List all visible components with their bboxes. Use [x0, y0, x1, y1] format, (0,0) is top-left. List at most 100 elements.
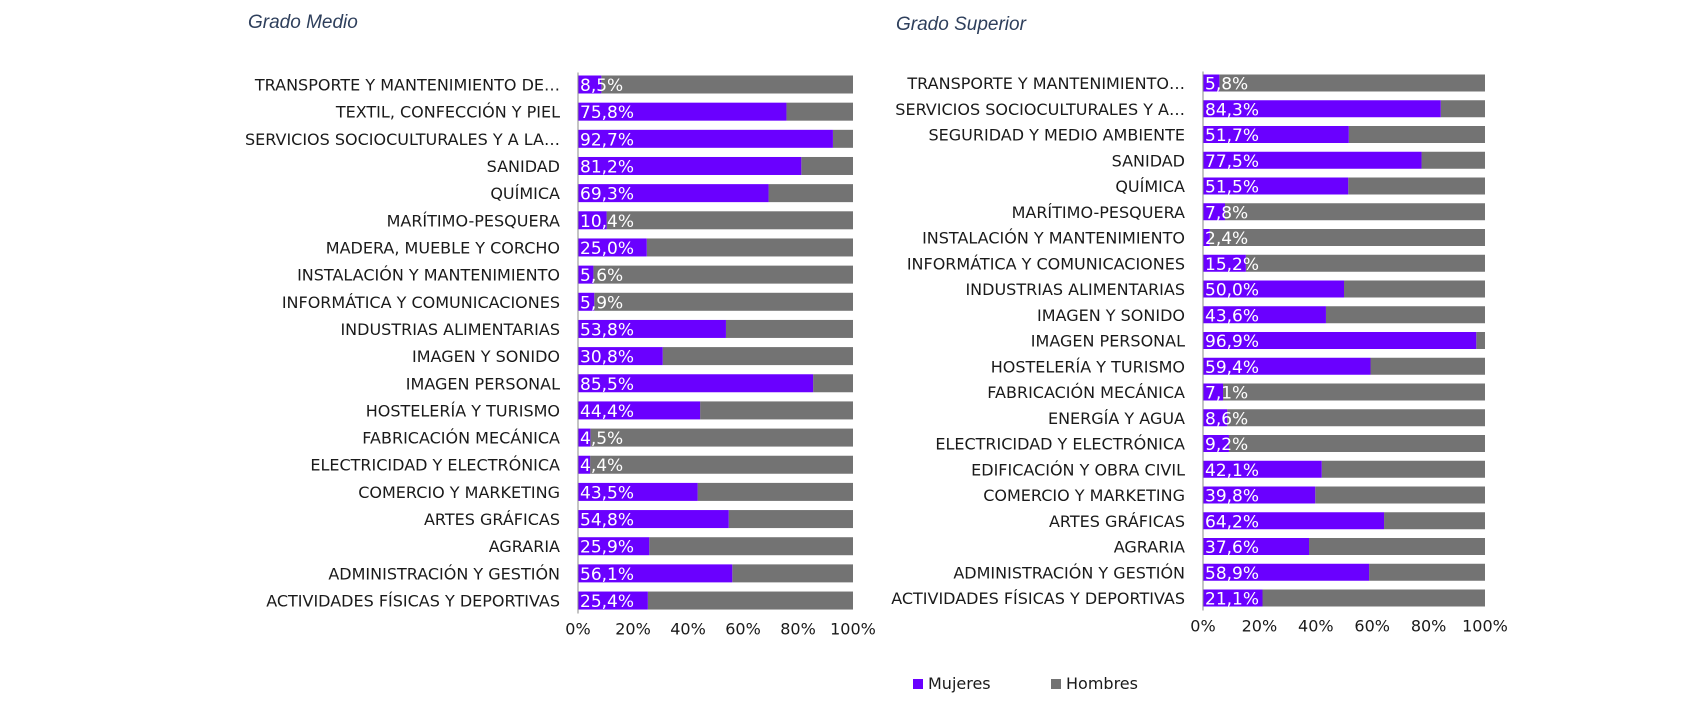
bar-mujeres-medio: [578, 184, 769, 203]
category-label: SERVICIOS SOCIOCULTURALES Y A…: [895, 100, 1185, 119]
bar-mujeres-medio: [578, 564, 733, 583]
bar-mujeres-superior: [1203, 126, 1349, 143]
x-tick-label: 20%: [615, 620, 651, 639]
category-label: IMAGEN Y SONIDO: [412, 347, 560, 366]
bar-mujeres-medio: [578, 319, 726, 338]
bar-mujeres-medio: [578, 428, 591, 447]
data-label-mujeres: 92,7%: [580, 130, 634, 150]
data-label-mujeres: 69,3%: [580, 185, 634, 205]
bar-mujeres-superior: [1203, 357, 1371, 375]
data-label-mujeres: 59,4%: [1205, 358, 1259, 378]
bar-hombres-medio: [590, 428, 853, 447]
bar-hombres-medio: [801, 156, 853, 175]
bar-mujeres-superior: [1203, 589, 1263, 607]
bar-hombres-superior: [1321, 460, 1485, 478]
bar-mujeres-medio: [578, 156, 802, 175]
chart-title-medio: Grado Medio: [248, 12, 358, 33]
data-label-mujeres: 51,5%: [1205, 178, 1259, 198]
bar-hombres-medio: [813, 374, 853, 393]
bar-hombres-superior: [1440, 100, 1485, 118]
category-label: HOSTELERÍA Y TURISMO: [991, 357, 1185, 376]
bar-mujeres-superior: [1203, 383, 1224, 401]
bar-hombres-superior: [1227, 409, 1485, 427]
bar-hombres-medio: [647, 591, 853, 610]
bar-hombres-superior: [1209, 229, 1485, 246]
category-label: ADMINISTRACIÓN Y GESTIÓN: [953, 563, 1185, 582]
category-label: ACTIVIDADES FÍSICAS Y DEPORTIVAS: [891, 589, 1185, 608]
bar-mujeres-superior: [1203, 512, 1385, 530]
bar-mujeres-superior: [1203, 563, 1370, 581]
category-label: COMERCIO Y MARKETING: [358, 483, 560, 502]
bar-hombres-superior: [1348, 126, 1485, 143]
bar-mujeres-superior: [1203, 332, 1477, 349]
bar-hombres-medio: [606, 211, 853, 230]
bar-mujeres-medio: [578, 510, 729, 529]
bar-hombres-superior: [1369, 563, 1485, 581]
data-label-mujeres: 54,8%: [580, 511, 634, 531]
bar-mujeres-superior: [1203, 203, 1225, 221]
x-tick-label: 40%: [1298, 617, 1334, 636]
x-tick-label: 100%: [1462, 617, 1508, 636]
data-label-mujeres: 39,8%: [1205, 487, 1259, 507]
x-tick-label: 0%: [565, 620, 590, 639]
legend-label-mujeres: Mujeres: [928, 674, 991, 693]
bar-hombres-medio: [601, 75, 853, 94]
bar-hombres-medio: [593, 265, 853, 284]
bar-mujeres-medio: [578, 374, 814, 393]
data-label-mujeres: 9,2%: [1205, 435, 1248, 455]
category-label: SANIDAD: [1112, 151, 1185, 170]
bar-mujeres-medio: [578, 129, 833, 148]
x-tick-label: 100%: [830, 620, 876, 639]
data-label-mujeres: 44,4%: [580, 402, 634, 422]
data-label-mujeres: 25,0%: [580, 239, 634, 259]
category-label: ACTIVIDADES FÍSICAS Y DEPORTIVAS: [266, 592, 560, 611]
bar-mujeres-superior: [1203, 100, 1441, 118]
data-label-mujeres: 5,8%: [1205, 75, 1248, 95]
legend-swatch-mujeres: [913, 679, 923, 689]
bar-hombres-superior: [1315, 486, 1485, 504]
data-label-mujeres: 30,8%: [580, 348, 634, 368]
bar-mujeres-superior: [1203, 538, 1310, 555]
category-label: TRANSPORTE Y MANTENIMIENTO…: [906, 74, 1185, 93]
data-label-mujeres: 56,1%: [580, 565, 634, 585]
category-label: QUÍMICA: [1115, 177, 1185, 196]
bar-mujeres-medio: [578, 102, 787, 121]
category-label: SEGURIDAD Y MEDIO AMBIENTE: [929, 126, 1186, 145]
data-label-mujeres: 64,2%: [1205, 512, 1259, 532]
bar-hombres-medio: [594, 292, 853, 311]
bar-hombres-superior: [1344, 280, 1485, 298]
category-label: MARÍTIMO-PESQUERA: [1012, 203, 1185, 222]
category-label: INFORMÁTICA Y COMUNICACIONES: [907, 254, 1185, 273]
category-label: ELECTRICIDAD Y ELECTRÓNICA: [310, 456, 560, 475]
category-label: TRANSPORTE Y MANTENIMIENTO DE…: [254, 76, 560, 95]
bar-hombres-superior: [1219, 74, 1485, 92]
bar-hombres-superior: [1476, 332, 1485, 349]
category-label: AGRARIA: [489, 537, 560, 556]
data-label-mujeres: 4,5%: [580, 429, 623, 449]
x-tick-label: 80%: [780, 620, 816, 639]
legend-label-hombres: Hombres: [1066, 674, 1138, 693]
bar-hombres-medio: [646, 238, 853, 257]
bar-mujeres-superior: [1203, 460, 1322, 478]
x-tick-label: 20%: [1242, 617, 1278, 636]
x-tick-label: 60%: [725, 620, 761, 639]
data-label-mujeres: 51,7%: [1205, 126, 1259, 146]
bar-mujeres-medio: [578, 292, 595, 311]
category-label: INFORMÁTICA Y COMUNICACIONES: [282, 293, 560, 312]
bar-hombres-superior: [1228, 435, 1485, 452]
category-label: COMERCIO Y MARKETING: [983, 486, 1185, 505]
bar-mujeres-medio: [578, 265, 594, 284]
bar-mujeres-medio: [578, 238, 647, 257]
category-label: HOSTELERÍA Y TURISMO: [366, 401, 560, 420]
data-label-mujeres: 77,5%: [1205, 152, 1259, 172]
bar-hombres-superior: [1309, 538, 1485, 555]
data-label-mujeres: 15,2%: [1205, 255, 1259, 275]
category-label: IMAGEN PERSONAL: [406, 374, 560, 393]
bar-hombres-medio: [649, 537, 853, 556]
bar-mujeres-superior: [1203, 435, 1229, 452]
data-label-mujeres: 8,5%: [580, 76, 623, 96]
bar-hombres-superior: [1421, 151, 1485, 169]
bar-hombres-medio: [662, 347, 853, 366]
data-label-mujeres: 25,4%: [580, 592, 634, 612]
bar-hombres-superior: [1348, 177, 1485, 195]
